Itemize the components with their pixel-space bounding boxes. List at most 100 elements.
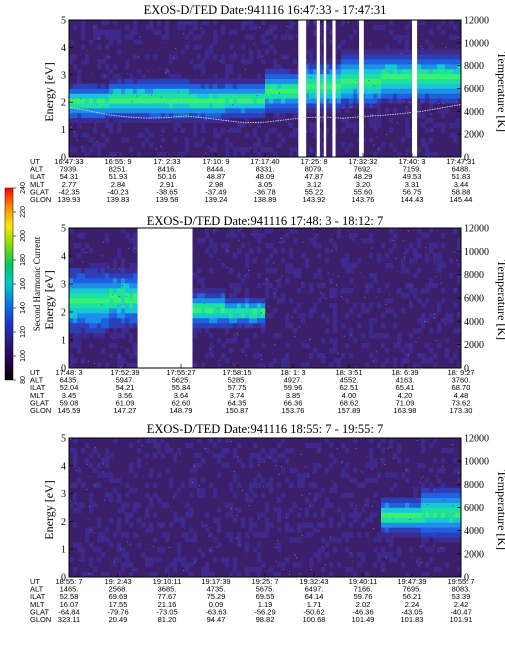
spectrogram-cell — [441, 127, 446, 133]
spectrogram-cell — [77, 507, 82, 513]
spectrogram-cell — [345, 547, 350, 553]
ephemeris-value: 3685. — [158, 585, 177, 594]
spectrogram-cell — [125, 557, 130, 563]
spectrogram-cell — [185, 147, 190, 153]
spectrogram-cell — [285, 323, 290, 329]
spectrogram-cell — [117, 497, 122, 503]
spectrogram-cell — [313, 492, 318, 498]
spectrogram-cell — [377, 112, 382, 119]
spectrogram-cell — [345, 313, 350, 319]
spectrogram-cell — [101, 142, 106, 148]
spectrogram-cell — [385, 532, 390, 538]
spectrogram-cell — [325, 552, 330, 558]
spectrogram-cell — [217, 98, 222, 104]
spectrogram-cell — [117, 333, 122, 339]
spectrogram-speckle — [388, 523, 390, 525]
spectrogram-cell — [421, 358, 426, 364]
spectrogram-cell — [313, 29, 318, 35]
spectrogram-cell — [413, 527, 418, 533]
spectrogram-speckle — [159, 68, 161, 70]
spectrogram-cell — [385, 298, 390, 304]
spectrogram-cell — [249, 308, 254, 314]
spectrogram-cell — [289, 152, 294, 158]
spectrogram-cell — [357, 258, 362, 264]
spectrogram-speckle — [347, 66, 349, 68]
spectrogram-cell — [389, 73, 394, 80]
spectrogram-cell — [105, 112, 110, 119]
spectrogram-speckle — [309, 505, 311, 507]
spectrogram-speckle — [278, 473, 280, 475]
spectrogram-speckle — [272, 262, 274, 264]
spectrogram-cell — [129, 512, 134, 518]
spectrogram-cell — [409, 98, 414, 104]
spectrogram-cell — [309, 122, 314, 128]
spectrogram-cell — [93, 482, 98, 488]
spectrogram-cell — [353, 88, 358, 94]
spectrogram-cell — [293, 328, 298, 334]
spectrogram-cell — [421, 83, 426, 89]
spectrogram-cell — [125, 298, 130, 304]
spectrogram-cell — [73, 117, 78, 124]
spectrogram-cell — [345, 108, 350, 114]
spectrogram-cell — [105, 103, 110, 109]
spectrogram-speckle — [131, 154, 133, 156]
spectrogram-cell — [77, 323, 82, 329]
spectrogram-cell — [197, 64, 202, 70]
spectrogram-cell — [457, 248, 462, 254]
spectrogram-cell — [109, 108, 114, 114]
spectrogram-cell — [105, 64, 110, 70]
spectrogram-cell — [313, 527, 318, 533]
spectrogram-cell — [369, 452, 374, 459]
spectrogram-speckle — [322, 546, 324, 548]
spectrogram-cell — [269, 29, 274, 35]
spectrogram-cell — [381, 323, 386, 329]
spectrogram-cell — [69, 98, 74, 104]
spectrogram-cell — [265, 29, 270, 35]
spectrogram-cell — [225, 243, 230, 249]
spectrogram-speckle — [452, 496, 454, 498]
spectrogram-cell — [413, 497, 418, 503]
spectrogram-speckle — [453, 513, 455, 515]
spectrogram-speckle — [289, 571, 291, 573]
spectrogram-cell — [341, 127, 346, 133]
spectrogram-cell — [417, 363, 422, 369]
spectrogram-cell — [97, 323, 102, 329]
ephemeris-row-label: MLT — [30, 600, 45, 609]
spectrogram-cell — [297, 562, 302, 568]
spectrogram-cell — [165, 117, 170, 124]
spectrogram-cell — [381, 73, 386, 80]
spectrogram-cell — [425, 68, 430, 75]
spectrogram-cell — [453, 457, 458, 464]
spectrogram-cell — [257, 73, 262, 80]
spectrogram-speckle — [309, 63, 311, 65]
spectrogram-cell — [261, 98, 266, 104]
spectrogram-cell — [77, 333, 82, 339]
spectrogram-cell — [241, 298, 246, 304]
spectrogram-speckle — [395, 257, 397, 259]
spectrogram-cell — [425, 233, 430, 239]
spectrogram-cell — [305, 93, 310, 99]
spectrogram-cell — [345, 117, 350, 124]
spectrogram-cell — [261, 112, 266, 119]
data-gap — [298, 20, 307, 157]
spectrogram-cell — [253, 147, 258, 153]
spectrogram-cell — [177, 83, 182, 89]
spectrogram-cell — [261, 93, 266, 99]
colorbar-tick-label: 180 — [20, 254, 27, 266]
spectrogram-cell — [217, 318, 222, 324]
spectrogram-cell — [233, 152, 238, 158]
spectrogram-cell — [401, 527, 406, 533]
spectrogram-cell — [393, 93, 398, 99]
spectrogram-cell — [325, 467, 330, 474]
spectrogram-cell — [117, 152, 122, 158]
spectrogram-cell — [401, 293, 406, 299]
spectrogram-cell — [249, 78, 254, 84]
spectrogram-cell — [433, 54, 438, 60]
spectrogram-cell — [421, 447, 426, 454]
spectrogram-cell — [145, 452, 150, 459]
spectrogram-cell — [89, 248, 94, 254]
spectrogram-cell — [69, 278, 74, 284]
spectrogram-cell — [257, 303, 262, 309]
